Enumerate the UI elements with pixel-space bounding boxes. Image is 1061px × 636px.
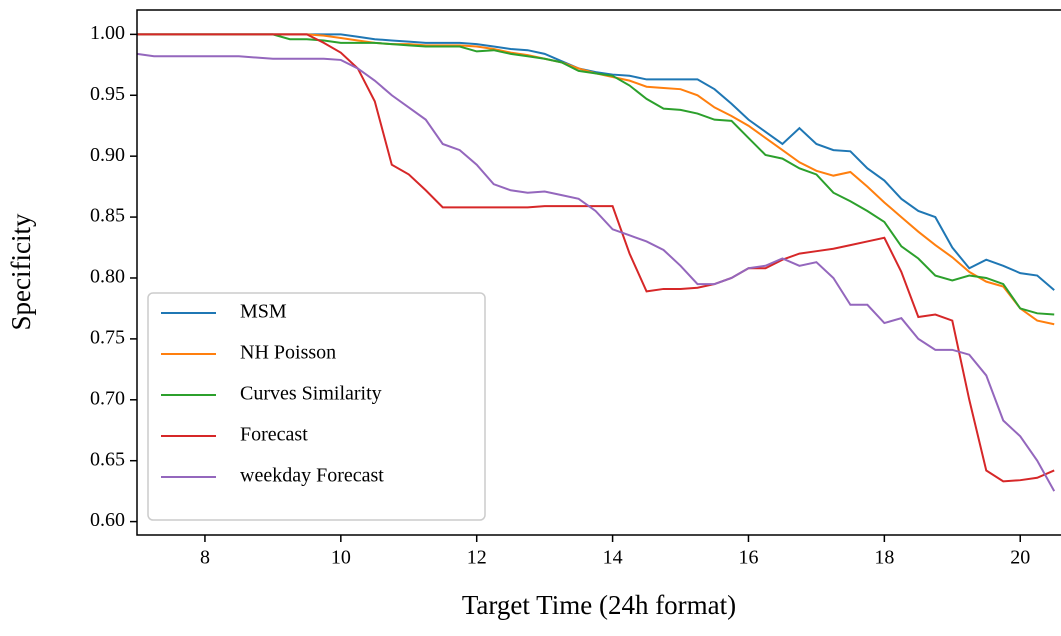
legend-label: Curves Similarity: [240, 383, 382, 405]
y-tick-label: 0.65: [90, 448, 125, 470]
x-tick-label: 8: [200, 547, 210, 569]
series-line: [137, 33, 1055, 326]
y-tick-label: 0.90: [90, 144, 125, 166]
x-tick-label: 16: [738, 547, 758, 569]
y-axis-label: Specificity: [6, 213, 36, 330]
series-line: [137, 33, 1055, 483]
y-tick-label: 0.85: [90, 205, 125, 227]
y-tick-label: 1.00: [90, 22, 125, 44]
series-line: [137, 33, 1055, 316]
x-tick-label: 20: [1010, 547, 1030, 569]
x-axis-label: Target Time (24h format): [462, 590, 736, 620]
legend-label: MSM: [240, 301, 287, 323]
x-tick-label: 14: [603, 547, 623, 569]
y-tick-label: 0.95: [90, 83, 125, 105]
y-tick-label: 0.60: [90, 509, 125, 531]
legend-box: [147, 292, 486, 521]
x-tick-label: 10: [331, 547, 351, 569]
series-line: [136, 52, 1056, 492]
legend-label: NH Poisson: [240, 342, 336, 364]
legend-label: Forecast: [240, 424, 308, 446]
axes-frame: [136, 9, 1061, 536]
y-tick-label: 0.75: [90, 326, 125, 348]
y-tick-label: 0.80: [90, 266, 125, 288]
x-tick-label: 12: [467, 547, 487, 569]
y-tick-label: 0.70: [90, 387, 125, 409]
x-tick-label: 18: [874, 547, 894, 569]
legend-label: weekday Forecast: [240, 465, 384, 487]
